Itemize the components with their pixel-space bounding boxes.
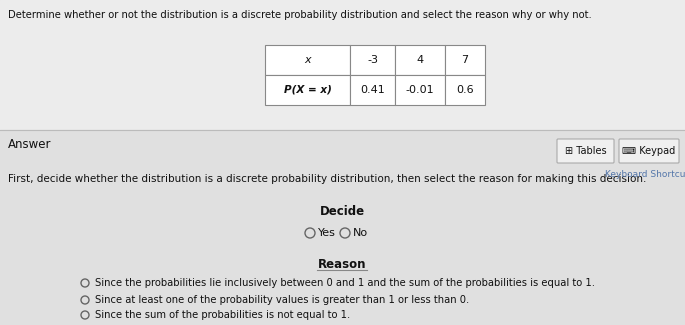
Text: Since the probabilities lie inclusively between 0 and 1 and the sum of the proba: Since the probabilities lie inclusively … [95, 278, 595, 288]
Text: Answer: Answer [8, 138, 51, 151]
Text: ⊞ Tables: ⊞ Tables [564, 146, 606, 156]
Text: Since at least one of the probability values is greater than 1 or less than 0.: Since at least one of the probability va… [95, 295, 469, 305]
Text: ⌨ Keypad: ⌨ Keypad [623, 146, 675, 156]
Text: Decide: Decide [319, 205, 364, 218]
Text: No: No [353, 228, 368, 238]
Bar [265, 75, 350, 105]
Text: -0.01: -0.01 [406, 85, 434, 95]
FancyBboxPatch shape [619, 139, 679, 163]
Bar [0, 0, 685, 130]
Text: Keyboard Shortcuts: Keyboard Shortcuts [605, 170, 685, 179]
Text: 0.6: 0.6 [456, 85, 474, 95]
Bar [395, 45, 445, 75]
Text: Reason: Reason [318, 258, 366, 271]
FancyBboxPatch shape [557, 139, 614, 163]
Bar [445, 75, 485, 105]
Text: -3: -3 [367, 55, 378, 65]
Text: Since the sum of the probabilities is not equal to 1.: Since the sum of the probabilities is no… [95, 310, 350, 320]
Text: Yes: Yes [318, 228, 336, 238]
Text: First, decide whether the distribution is a discrete probability distribution, t: First, decide whether the distribution i… [8, 174, 647, 184]
Text: P(X = x): P(X = x) [284, 85, 332, 95]
Text: 0.41: 0.41 [360, 85, 385, 95]
Text: x: x [304, 55, 311, 65]
Bar [265, 45, 350, 75]
Bar [350, 75, 395, 105]
Bar [0, 130, 685, 325]
Bar [395, 75, 445, 105]
Bar [445, 45, 485, 75]
Bar [350, 45, 395, 75]
Text: 4: 4 [416, 55, 423, 65]
Text: Determine whether or not the distribution is a discrete probability distribution: Determine whether or not the distributio… [8, 10, 592, 20]
Text: 7: 7 [462, 55, 469, 65]
